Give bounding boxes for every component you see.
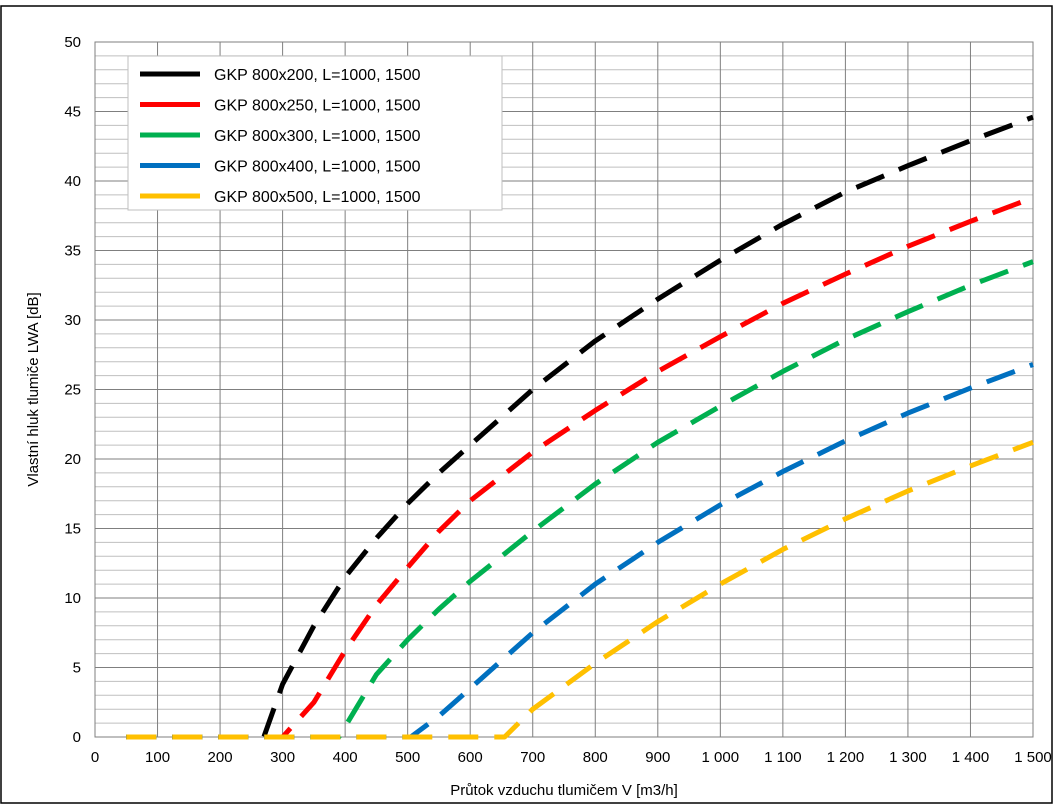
x-tick-label: 800 [583, 749, 608, 766]
series-line-5 [126, 439, 1034, 740]
y-tick-label: 10 [64, 590, 81, 607]
minor-gridlines [95, 55, 1033, 724]
y-axis-label: Vlastní hluk tlumiče LWA [dB] [25, 292, 42, 486]
x-tick-label: 1 400 [952, 749, 990, 766]
x-tick-label: 1 000 [702, 749, 740, 766]
y-tick-label: 35 [64, 243, 81, 260]
series-line-3 [126, 259, 1034, 740]
legend-entry-label: GKP 800x400, L=1000, 1500 [214, 159, 421, 176]
plot-area-border [94, 41, 1034, 738]
x-tick-label: 500 [395, 749, 420, 766]
y-axis-tick-labels: 0 5 10 15 20 25 30 35 40 45 50 [64, 34, 81, 746]
y-tick-label: 15 [64, 521, 81, 538]
series-line-4 [126, 362, 1034, 740]
x-tick-label: 100 [145, 749, 170, 766]
legend-entry-label: GKP 800x300, L=1000, 1500 [214, 128, 421, 145]
legend-entry-label: GKP 800x500, L=1000, 1500 [214, 189, 421, 206]
x-axis-label: Průtok vzduchu tlumičem V [m3/h] [450, 782, 678, 799]
x-tick-label: 700 [520, 749, 545, 766]
x-tick-label: 1 500 [1014, 749, 1052, 766]
x-tick-label: 300 [270, 749, 295, 766]
legend-box [127, 55, 503, 211]
series-line-2 [126, 195, 1034, 740]
y-tick-label: 30 [64, 312, 81, 329]
x-tick-label: 900 [645, 749, 670, 766]
x-tick-label: 1 300 [889, 749, 927, 766]
series-line-1 [126, 114, 1034, 740]
x-tick-label: 200 [208, 749, 233, 766]
y-tick-label: 50 [64, 34, 81, 51]
series-layer [126, 114, 1034, 740]
x-axis-tick-labels: 0 100 200 300 400 500 600 700 800 900 1 000 1 100 1 … [91, 749, 1052, 766]
x-tick-label: 1 100 [764, 749, 802, 766]
y-tick-label: 20 [64, 451, 81, 468]
x-tick-label: 400 [333, 749, 358, 766]
legend: GKP 800x200, L=1000, 1500 GKP 800x250, L=… [127, 55, 503, 211]
y-tick-label: 0 [73, 729, 81, 746]
y-tick-label: 5 [73, 660, 81, 677]
y-tick-label: 40 [64, 173, 81, 190]
y-tick-label: 45 [64, 104, 81, 121]
legend-entry-label: GKP 800x200, L=1000, 1500 [214, 67, 421, 84]
x-tick-label: 1 200 [827, 749, 865, 766]
y-tick-label: 25 [64, 382, 81, 399]
x-tick-label: 0 [91, 749, 99, 766]
legend-entry-label: GKP 800x250, L=1000, 1500 [214, 98, 421, 115]
x-tick-label: 600 [458, 749, 483, 766]
